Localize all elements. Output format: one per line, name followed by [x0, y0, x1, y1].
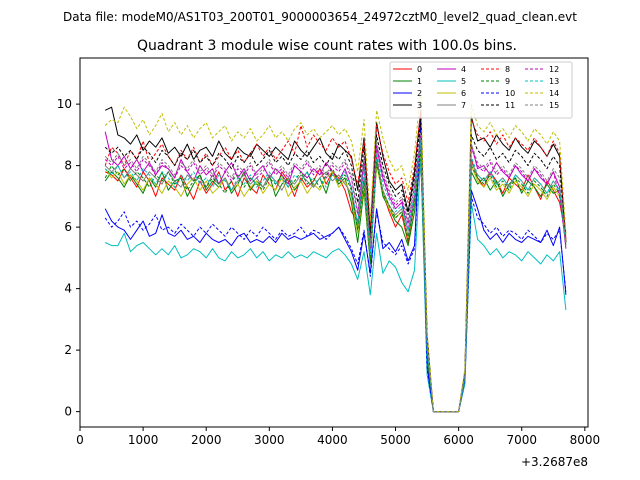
legend-label-3: 3: [417, 101, 422, 110]
chart-title: Quadrant 3 module wise count rates with …: [137, 38, 517, 54]
legend-label-12: 12: [549, 65, 559, 74]
legend-box: [389, 61, 573, 119]
series-line-10: [104, 128, 567, 413]
y-tick-label: 4: [64, 282, 72, 296]
legend-label-15: 15: [549, 101, 559, 110]
x-tick-label: 8000: [570, 433, 601, 447]
plot-frame: [79, 57, 589, 428]
series-line-2: [104, 115, 567, 413]
legend-label-7: 7: [461, 101, 466, 110]
legend-label-14: 14: [549, 89, 559, 98]
x-offset-label: +3.2687e8: [521, 455, 588, 469]
x-axis: 0 1000 2000 3000 4000 5000 6000 7000 8000: [76, 427, 600, 447]
x-tick-label: 5000: [380, 433, 411, 447]
x-tick-label: 2000: [191, 433, 222, 447]
series-line-9: [104, 149, 567, 413]
y-axis: 0 2 4 6 8 10: [57, 97, 80, 419]
plot-area: [79, 57, 589, 428]
series-line-12: [104, 134, 567, 413]
y-tick-label: 6: [64, 220, 72, 234]
x-tick-label: 7000: [506, 433, 537, 447]
legend-label-8: 8: [505, 65, 510, 74]
y-tick-label: 8: [64, 159, 72, 173]
x-tick-label: 4000: [317, 433, 348, 447]
x-tick-label: 6000: [443, 433, 474, 447]
series-line-8: [104, 109, 567, 413]
legend-label-4: 4: [461, 65, 466, 74]
legend-label-1: 1: [417, 77, 422, 86]
x-tick-label: 0: [76, 433, 84, 447]
legend-label-5: 5: [461, 77, 466, 86]
legend-label-0: 0: [417, 65, 422, 74]
legend-label-10: 10: [505, 89, 515, 98]
legend-label-2: 2: [417, 89, 422, 98]
x-tick-label: 3000: [254, 433, 285, 447]
series-line-13: [104, 140, 567, 413]
series-layer: [104, 91, 567, 413]
legend-label-13: 13: [549, 77, 559, 86]
y-tick-label: 2: [64, 343, 72, 357]
y-tick-label: 10: [57, 97, 72, 111]
series-line-6: [104, 149, 567, 413]
series-line-15: [104, 131, 567, 413]
series-line-5: [104, 155, 567, 413]
y-tick-label: 0: [64, 405, 72, 419]
legend-label-9: 9: [505, 77, 510, 86]
suptitle: Data file: modeM0/AS1T03_200T01_90000036…: [63, 10, 577, 24]
series-line-11: [104, 119, 567, 413]
legend-label-11: 11: [505, 101, 515, 110]
legend-label-6: 6: [461, 89, 466, 98]
series-line-14: [104, 91, 567, 413]
x-tick-label: 1000: [128, 433, 159, 447]
